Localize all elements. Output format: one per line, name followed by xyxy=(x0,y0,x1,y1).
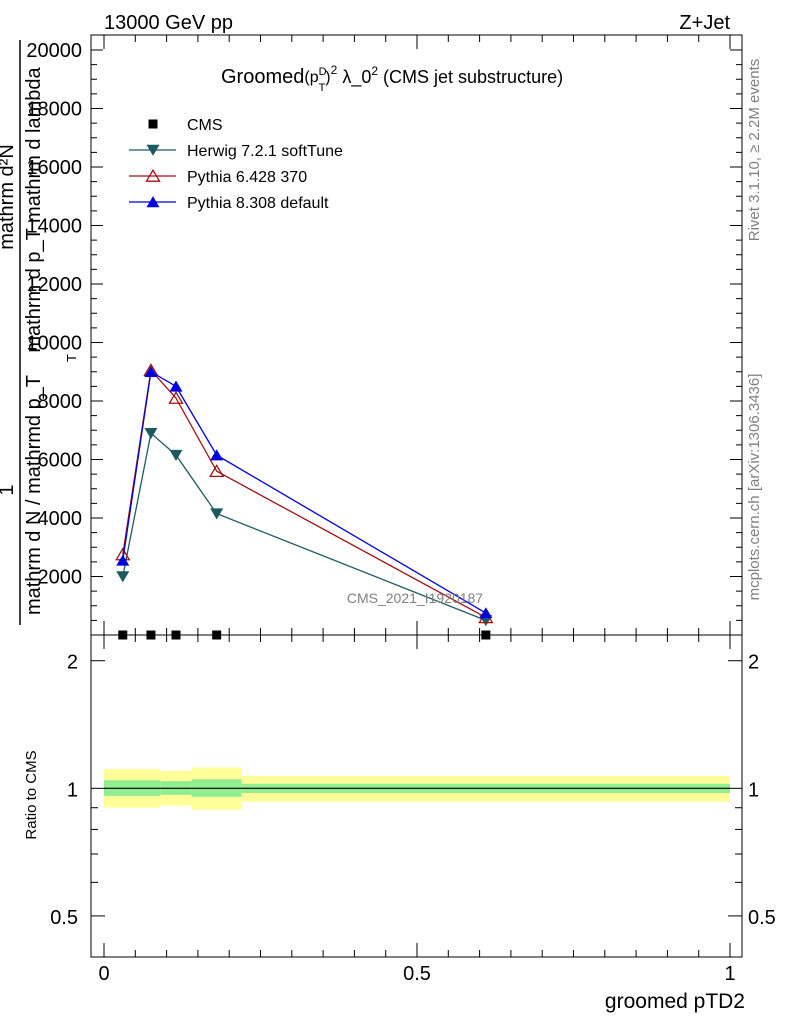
series-line xyxy=(122,370,487,614)
ratio-panel: 0.5 0.51 12 2 0 0.5 1 Ratio to CMS groomed pT… xyxy=(23,634,776,1013)
y-tick-label: 18000 xyxy=(26,99,82,121)
x-tick-label: 0 xyxy=(98,963,109,985)
legend-marker xyxy=(146,144,160,156)
rivet-version-label: Rivet 3.1.10, ≥ 2.2M events xyxy=(746,59,763,242)
watermark: CMS_2021_I1920187 xyxy=(347,590,483,606)
ratio-x-ticks: 0 0.5 1 xyxy=(98,635,736,985)
ylabel-subscript: T xyxy=(64,354,79,362)
process-label: Z+Jet xyxy=(679,12,730,34)
ratio-y-tick-label-left: 2 xyxy=(67,652,78,674)
data-point xyxy=(144,427,158,440)
legend-marker xyxy=(145,168,161,182)
main-y-ticks: 2000 4000 6000 8000 10000 12000 14000 16000 1800… xyxy=(26,40,742,636)
series-1 xyxy=(116,427,493,627)
ratio-y-tick-label-left: 1 xyxy=(67,779,78,801)
legend-label: Pythia 6.428 370 xyxy=(187,169,307,186)
legend-label: Pythia 8.308 default xyxy=(187,195,329,212)
data-point xyxy=(116,554,130,566)
data-point xyxy=(144,365,158,377)
y-tick-label: 8000 xyxy=(38,391,83,413)
x-tick-label: 1 xyxy=(724,963,735,985)
data-point xyxy=(116,571,130,583)
chart-title: Groomed(pD T)2 λ_02 (CMS jet substructure… xyxy=(221,63,563,94)
legend-label: Herwig 7.2.1 softTune xyxy=(187,143,343,160)
x-axis-label: groomed pTD2 xyxy=(605,990,745,1013)
ylabel-lower: mathrm d N / mathrmd p_T xyxy=(23,375,45,615)
ratio-y-tick-label-right: 1 xyxy=(748,779,759,801)
ylabel-numerator: mathrm d²N xyxy=(0,144,18,250)
ratio-y-tick-label-right: 0.5 xyxy=(748,907,776,929)
data-point xyxy=(479,607,493,619)
main-y-axis-label: mathrm d²N mathrm d p_T mathrm d lambda … xyxy=(0,40,79,625)
legend-label: CMS xyxy=(187,117,223,134)
mcplots-label: mcplots.cern.ch [arXiv:1306.3436] xyxy=(746,374,763,601)
y-tick-label: 10000 xyxy=(26,333,82,355)
y-tick-label: 14000 xyxy=(26,216,82,238)
data-point xyxy=(210,449,224,461)
main-x-ticks xyxy=(103,35,731,635)
main-panel: 2000 4000 6000 8000 10000 12000 14000 16000 1800… xyxy=(0,34,743,640)
ratio-y-ticks: 0.5 0.5 1 1 2 2 xyxy=(50,652,776,958)
y-tick-label: 12000 xyxy=(26,274,82,296)
ratio-y-tick-label-left: 0.5 xyxy=(50,907,78,929)
y-tick-label: 16000 xyxy=(26,157,82,179)
x-tick-label: 0.5 xyxy=(403,963,431,985)
legend: CMS Herwig 7.2.1 softTune Pythia 6.428 370… xyxy=(129,117,343,212)
series-3 xyxy=(116,365,493,619)
data-point xyxy=(168,390,184,404)
ratio-y-axis-label: Ratio to CMS xyxy=(23,750,40,839)
energy-label: 13000 GeV pp xyxy=(104,12,233,34)
legend-marker xyxy=(146,196,160,208)
y-tick-label: 2000 xyxy=(38,567,83,589)
data-point xyxy=(209,464,225,478)
y-tick-label: 6000 xyxy=(38,450,83,472)
data-point xyxy=(210,508,224,520)
data-point xyxy=(169,380,183,392)
ratio-y-tick-label-right: 2 xyxy=(748,652,759,674)
ylabel-denominator: mathrm d p_T mathrm d lambda xyxy=(23,66,45,352)
y-tick-label: 4000 xyxy=(38,508,83,530)
main-marks xyxy=(115,363,494,640)
data-point xyxy=(169,449,183,461)
y-tick-label: 20000 xyxy=(26,40,82,62)
legend-marker xyxy=(148,119,158,129)
ylabel-one: 1 xyxy=(0,484,18,495)
